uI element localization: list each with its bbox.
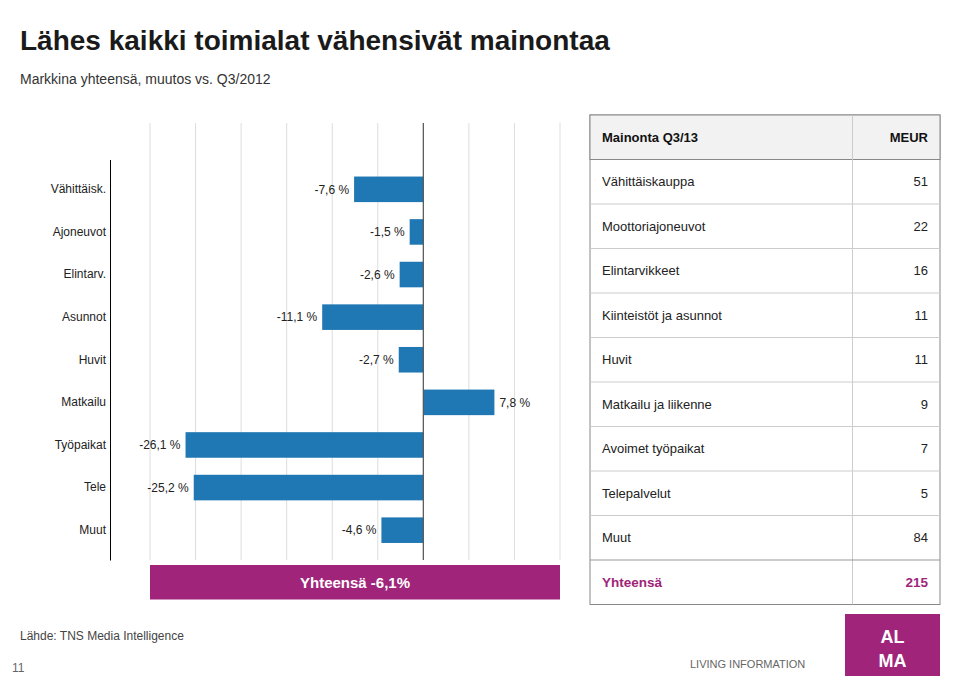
- tick-label: Ajoneuvot: [53, 225, 107, 239]
- table-cell: 11: [915, 308, 929, 323]
- tick: Elintarv.: [64, 267, 110, 281]
- table-frame: [590, 115, 940, 605]
- page-number: 11: [12, 661, 25, 675]
- logo-text: MA: [879, 651, 907, 671]
- tick-label: Asunnot: [62, 310, 107, 324]
- table-cell: Kiinteistöt ja asunnot: [602, 308, 722, 323]
- table-cell: Muut: [602, 530, 631, 545]
- table-row-line: [590, 471, 940, 472]
- tick: Matkailu: [61, 395, 110, 409]
- data-label: -7,6 %: [314, 183, 349, 197]
- data-label: -1,5 %: [370, 225, 405, 239]
- subtitle: Markkina yhteensä, muutos vs. Q3/2012: [20, 71, 271, 87]
- tick: Vähittäisk.: [51, 182, 110, 196]
- table-divider: [852, 115, 853, 605]
- table-header: MEUR: [890, 130, 929, 145]
- table-total: 215: [905, 575, 928, 590]
- bar: [381, 517, 423, 543]
- bar: [194, 475, 424, 501]
- tick: Muut: [79, 523, 110, 537]
- table-cell: 9: [921, 397, 928, 412]
- data-label: -2,7 %: [359, 353, 394, 367]
- baseline: [423, 123, 424, 560]
- bar: [410, 219, 424, 245]
- data-label: -4,6 %: [342, 523, 377, 537]
- table-cell: 5: [921, 486, 928, 501]
- table-cell: 16: [914, 263, 928, 278]
- bar: [423, 390, 494, 416]
- table-row-line: [590, 248, 940, 249]
- table: Mainonta Q3/13 MEUR Vähittäiskauppa 51 Moott…: [590, 115, 940, 605]
- data-label: -2,6 %: [360, 268, 395, 282]
- table-header: Mainonta Q3/13: [602, 130, 698, 145]
- axis-line: [110, 160, 111, 561]
- table-row-line: [590, 293, 940, 294]
- table-cell: Avoimet työpaikat: [602, 441, 705, 456]
- grid: [150, 123, 560, 560]
- table-row-line: [590, 337, 940, 338]
- table-cell: 51: [914, 174, 928, 189]
- grid-line: [560, 123, 561, 560]
- logo-box: [845, 614, 940, 676]
- branding: LIVING INFORMATION: [690, 658, 805, 670]
- table-cell: Vähittäiskauppa: [602, 174, 695, 189]
- tick: Huvit: [79, 353, 110, 367]
- source: Lähde: TNS Media Intelligence: [20, 629, 184, 643]
- bar: [186, 432, 424, 458]
- tick-label: Muut: [79, 523, 106, 537]
- table-total-line: [590, 560, 940, 561]
- tick: Tele: [84, 480, 110, 494]
- title: Lähes kaikki toimialat vähensivät mainon…: [20, 25, 610, 56]
- table-cell: Matkailu ja liikenne: [602, 397, 712, 412]
- data-label: -25,2 %: [147, 481, 189, 495]
- bar: [354, 177, 423, 203]
- chart: Lähes kaikki toimialat vähensivät mainon…: [0, 0, 960, 681]
- logo-text: AL: [881, 627, 905, 647]
- table-total: Yhteensä: [602, 575, 663, 590]
- tick-label: Elintarv.: [64, 267, 106, 281]
- total-label: Yhteensä -6,1%: [300, 574, 410, 591]
- tick: Työpaikat: [55, 438, 110, 452]
- table-cell: 7: [921, 441, 928, 456]
- table-cell: Moottoriajoneuvot: [602, 219, 706, 234]
- bar: [399, 347, 424, 373]
- grid-line: [423, 123, 424, 560]
- table-row-line: [590, 382, 940, 383]
- tick-label: Työpaikat: [55, 438, 107, 452]
- bar: [400, 262, 424, 288]
- tick: Asunnot: [62, 310, 110, 324]
- table-cell: Telepalvelut: [602, 486, 671, 501]
- tick-label: Tele: [84, 480, 106, 494]
- table-cell: 11: [915, 352, 929, 367]
- data-label: -11,1 %: [277, 310, 318, 324]
- data-label: -26,1 %: [139, 438, 181, 452]
- data-label: 7,8 %: [499, 396, 530, 410]
- table-row-line: [590, 515, 940, 516]
- total-banner: [150, 565, 560, 600]
- tick-label: Huvit: [79, 353, 107, 367]
- tick: Ajoneuvot: [53, 225, 110, 239]
- tick-label: Matkailu: [61, 395, 106, 409]
- bar: [322, 304, 423, 330]
- grid-line: [468, 123, 469, 560]
- table-row-line: [590, 204, 940, 205]
- table-cell: Elintarvikkeet: [602, 263, 680, 278]
- table-cell: Huvit: [602, 352, 632, 367]
- tick-label: Vähittäisk.: [51, 182, 106, 196]
- table-row-line: [590, 426, 940, 427]
- table-cell: 22: [914, 219, 928, 234]
- y-axis: Vähittäisk. Ajoneuvot Elintarv. Asunnot Huvi…: [51, 160, 111, 561]
- data-labels: -7,6 % -1,5 % -2,6 % -11,1 % -2,7 % 7,8 % -26,…: [139, 183, 530, 538]
- table-header-bg: [590, 115, 940, 160]
- bars: [186, 177, 495, 543]
- grid-line: [514, 123, 515, 560]
- table-cell: 84: [914, 530, 928, 545]
